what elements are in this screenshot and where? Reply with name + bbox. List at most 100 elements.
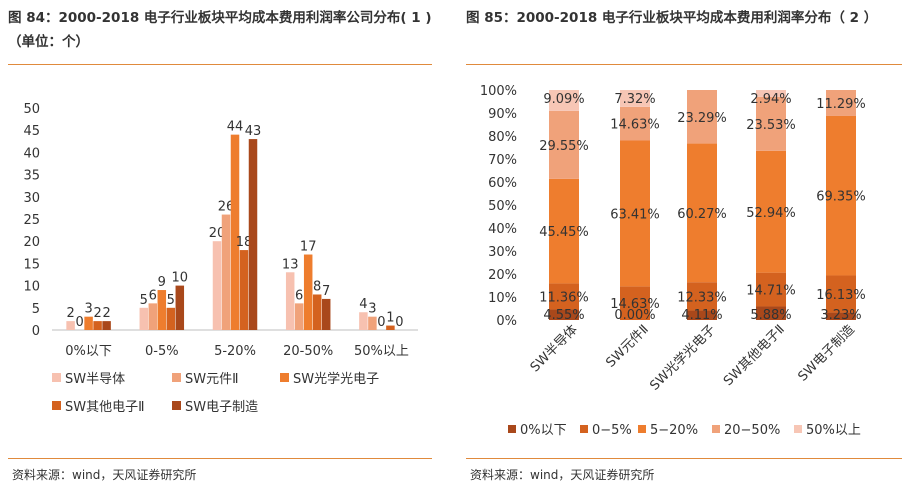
stacked-segment [756, 90, 786, 97]
segment-data-label: 45.45% [539, 225, 589, 240]
segment-data-label: 69.35% [816, 190, 866, 205]
segment-data-label: 7.32% [614, 92, 655, 107]
stacked-segment [756, 96, 786, 151]
segment-data-label: 63.41% [610, 207, 660, 222]
stacked-segment [549, 90, 579, 111]
segment-data-label: 0.00% [614, 308, 655, 323]
left-bottom-rule [8, 458, 432, 459]
bar [148, 303, 158, 330]
segment-data-label: 4.55% [543, 308, 584, 323]
stacked-segment [687, 143, 717, 283]
right-source-note: 资料来源：wind，天风证券研究所 [470, 468, 655, 482]
stacked-segment [826, 115, 856, 276]
legend-swatch [508, 425, 516, 433]
segment-data-label: 5.88% [750, 308, 791, 323]
bar-data-label: 5 [140, 293, 148, 308]
legend-swatch [52, 373, 61, 382]
stacked-segment [756, 272, 786, 307]
right-bottom-rule [466, 458, 902, 459]
stacked-segment [620, 90, 650, 107]
y-tick-label: 50% [488, 199, 517, 214]
legend-swatch [712, 425, 720, 433]
bar [303, 254, 313, 330]
legend-swatch [280, 373, 289, 382]
right-top-rule [466, 64, 902, 65]
bar-data-label: 13 [282, 257, 299, 272]
stacked-segment [620, 106, 650, 141]
y-tick-label: 70% [488, 153, 517, 168]
bar-data-label: 5 [167, 293, 175, 308]
x-category-label: 0-5% [145, 344, 179, 359]
bar-data-label: 0 [377, 315, 385, 330]
bar-data-label: 44 [227, 120, 244, 135]
stacked-segment [826, 90, 856, 116]
y-tick-label: 60% [488, 176, 517, 191]
bar [239, 250, 249, 330]
bar [386, 325, 395, 330]
segment-data-label: 11.29% [816, 97, 866, 112]
legend-label: 0−5% [592, 423, 632, 438]
bar-data-label: 7 [322, 284, 330, 299]
legend-swatch [580, 425, 588, 433]
bar-data-label: 2 [93, 306, 101, 321]
legend-label: SW其他电子Ⅱ [65, 400, 145, 415]
x-category-label: SW电子制造 [796, 322, 858, 384]
left-top-rule [8, 64, 432, 65]
stacked-segment [687, 310, 717, 320]
bar-data-label: 10 [172, 271, 189, 286]
y-tick-label: 0% [496, 314, 517, 329]
y-tick-label: 45 [23, 124, 40, 139]
stacked-segment [549, 309, 579, 320]
y-tick-label: 30 [23, 191, 40, 206]
bar [368, 316, 377, 330]
bar-data-label: 0 [75, 315, 83, 330]
legend-label: SW元件Ⅱ [185, 372, 239, 387]
bar-data-label: 26 [218, 200, 235, 215]
bar [175, 285, 185, 330]
left-title-line2: （单位：个） [8, 34, 89, 50]
stacked-segment [756, 150, 786, 273]
x-category-label: SW其他电子Ⅱ [721, 322, 788, 389]
segment-data-label: 14.71% [746, 284, 796, 299]
legend-label: SW电子制造 [185, 400, 258, 415]
stacked-segment [826, 275, 856, 313]
stacked-segment [549, 110, 579, 179]
stacked-segment [549, 283, 579, 310]
bar [139, 307, 149, 330]
y-tick-label: 0 [32, 324, 40, 339]
segment-data-label: 2.94% [750, 92, 791, 107]
right-stacked-chart: 0% 10% 20% 30% 40% 50% 60% 70% 80% 90% 100% 4.55% 11… [480, 84, 866, 438]
right-chart-panel: 图 85：2000-2018 电子行业板块平均成本费用利润率分布（ 2 ） 0%… [462, 0, 908, 493]
y-tick-label: 35 [23, 169, 40, 184]
left-source-note: 资料来源：wind，天风证券研究所 [12, 468, 197, 482]
legend-label: 20−50% [724, 423, 780, 438]
y-tick-label: 25 [23, 213, 40, 228]
bar [248, 139, 258, 330]
y-tick-label: 100% [480, 84, 517, 99]
bar [102, 321, 111, 330]
legend-label: SW光学光电子 [293, 371, 379, 387]
y-tick-label: 90% [488, 107, 517, 122]
segment-data-label: 12.33% [677, 290, 727, 305]
legend-label: SW半导体 [65, 372, 125, 387]
segment-data-label: 11.36% [539, 290, 589, 305]
y-tick-label: 5 [32, 302, 40, 317]
bar-data-label: 2 [66, 306, 74, 321]
bar-data-label: 43 [245, 124, 262, 139]
bar-data-label: 0 [395, 315, 403, 330]
bar-data-label: 6 [149, 288, 157, 303]
segment-data-label: 14.63% [610, 118, 660, 133]
right-chart-title: 图 85：2000-2018 电子行业板块平均成本费用利润率分布（ 2 ） [466, 10, 878, 26]
left-chart-title: 图 84：2000-2018 电子行业板块平均成本费用利润率公司分布( 1 ) … [8, 6, 432, 54]
stacked-segment [756, 306, 786, 320]
x-category-label: 50%以上 [354, 344, 409, 359]
x-category-label: SW元件Ⅱ [603, 322, 651, 370]
bar [221, 214, 231, 330]
bar [66, 321, 75, 330]
segment-data-label: 29.55% [539, 139, 589, 154]
bar [84, 316, 93, 330]
bar-data-label: 6 [295, 288, 303, 303]
bar [359, 312, 368, 330]
segment-data-label: 9.09% [543, 92, 584, 107]
bar [230, 134, 240, 330]
